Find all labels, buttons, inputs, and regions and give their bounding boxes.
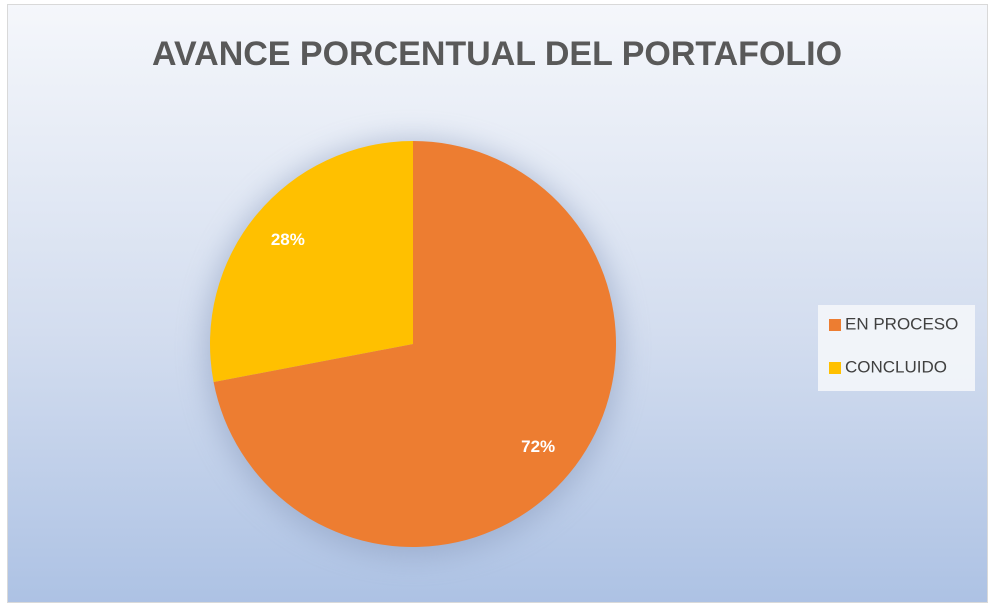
data-label: 28% (271, 230, 305, 249)
legend-swatch (829, 362, 841, 374)
legend-label: EN PROCESO (845, 314, 958, 333)
chart-title: AVANCE PORCENTUAL DEL PORTAFOLIO (152, 35, 842, 73)
pie-slice (213, 141, 616, 547)
legend-swatch (829, 319, 841, 331)
legend-box (818, 305, 975, 391)
data-label: 72% (521, 437, 555, 456)
legend-label: CONCLUIDO (845, 357, 947, 376)
pie-slice (209, 141, 413, 383)
